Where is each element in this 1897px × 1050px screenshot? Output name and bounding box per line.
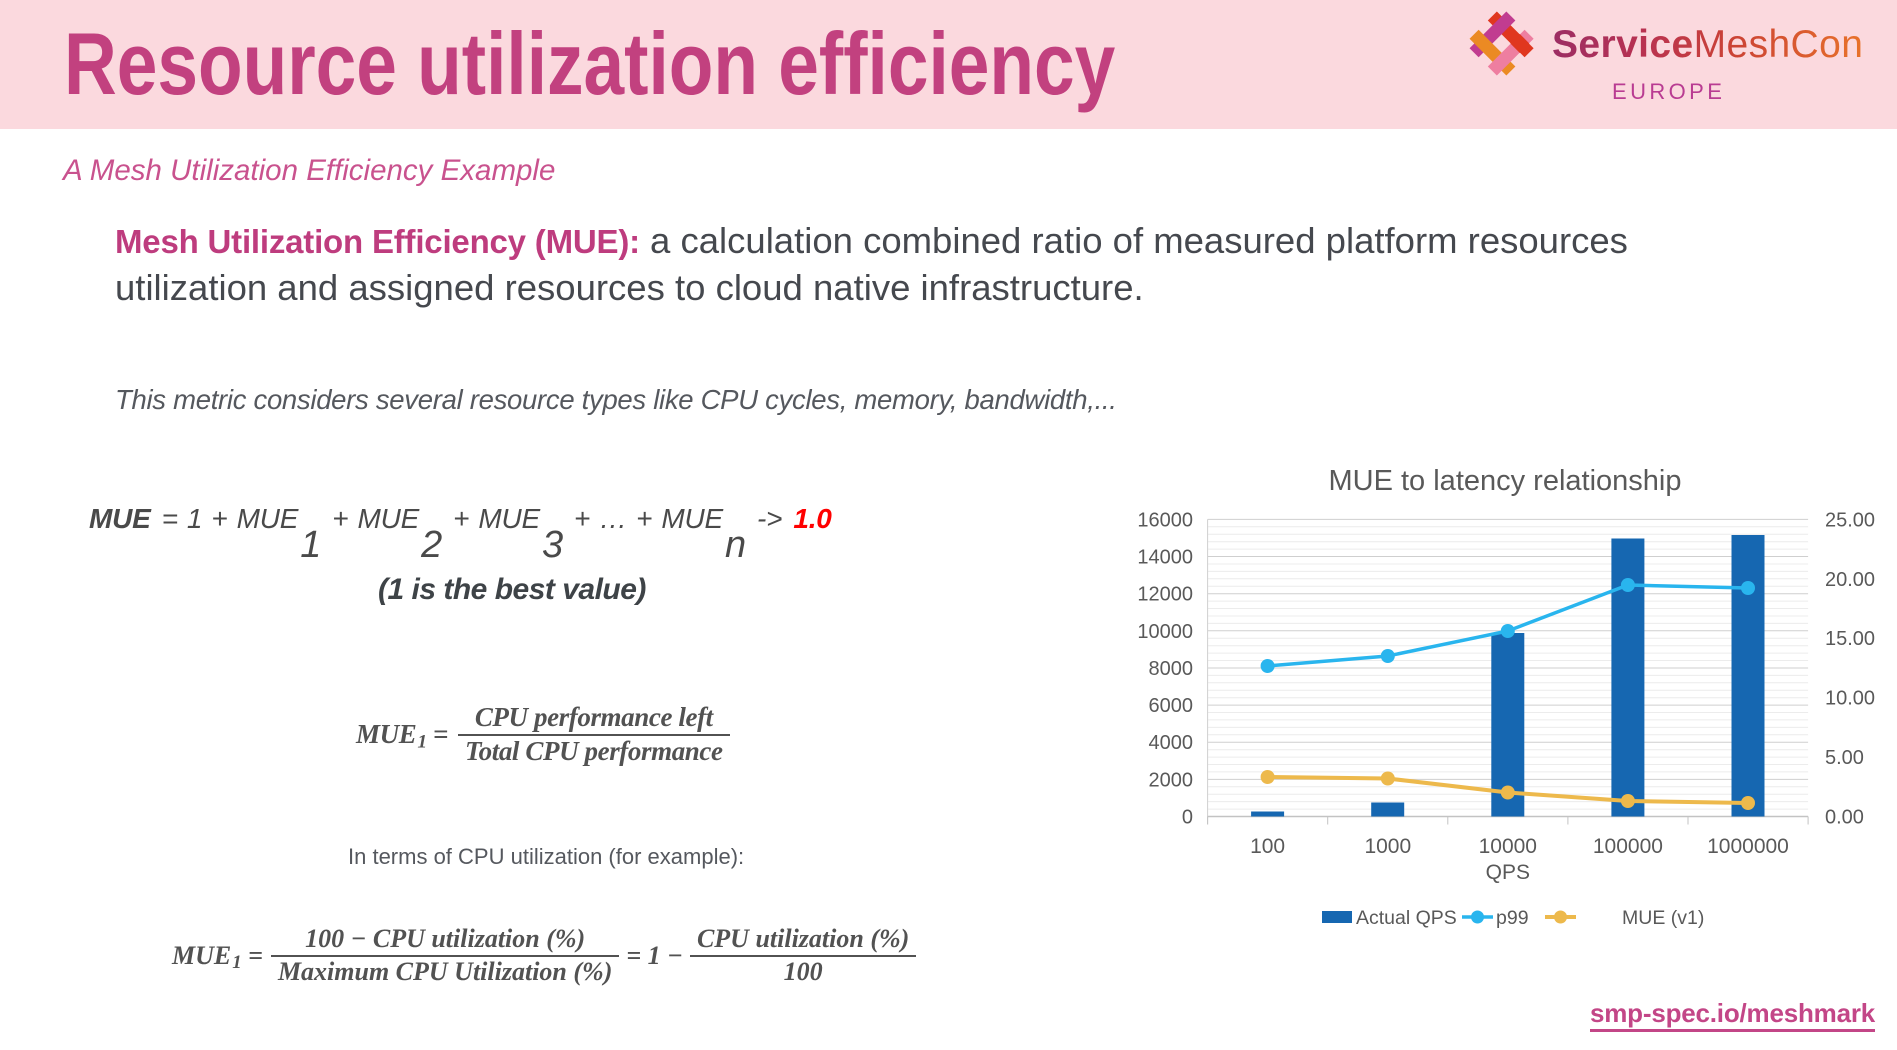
svg-text:0: 0 bbox=[1182, 807, 1193, 829]
svg-text:0.00: 0.00 bbox=[1825, 807, 1864, 829]
svg-text:Actual QPS: Actual QPS bbox=[1356, 907, 1457, 929]
svg-text:8000: 8000 bbox=[1149, 658, 1194, 680]
svg-text:1000: 1000 bbox=[1364, 835, 1411, 858]
svg-text:10.00: 10.00 bbox=[1825, 688, 1875, 710]
svg-text:6000: 6000 bbox=[1149, 695, 1194, 717]
svg-text:14000: 14000 bbox=[1137, 547, 1193, 569]
svg-text:MUE to latency relationship: MUE to latency relationship bbox=[1329, 465, 1682, 497]
svg-text:100000: 100000 bbox=[1593, 835, 1663, 858]
svg-text:10000: 10000 bbox=[1137, 621, 1193, 643]
svg-text:2000: 2000 bbox=[1149, 769, 1194, 791]
svg-text:QPS: QPS bbox=[1486, 861, 1530, 884]
svg-text:1000000: 1000000 bbox=[1707, 835, 1789, 858]
svg-text:MUE (v1): MUE (v1) bbox=[1622, 907, 1704, 929]
svg-text:10000: 10000 bbox=[1479, 835, 1537, 858]
svg-text:16000: 16000 bbox=[1137, 509, 1193, 531]
svg-text:15.00: 15.00 bbox=[1825, 628, 1875, 650]
svg-text:100: 100 bbox=[1250, 835, 1285, 858]
svg-text:4000: 4000 bbox=[1149, 732, 1194, 754]
svg-text:25.00: 25.00 bbox=[1825, 509, 1875, 531]
svg-text:p99: p99 bbox=[1496, 907, 1529, 929]
svg-text:5.00: 5.00 bbox=[1825, 747, 1864, 769]
svg-text:12000: 12000 bbox=[1137, 584, 1193, 606]
svg-text:20.00: 20.00 bbox=[1825, 569, 1875, 591]
